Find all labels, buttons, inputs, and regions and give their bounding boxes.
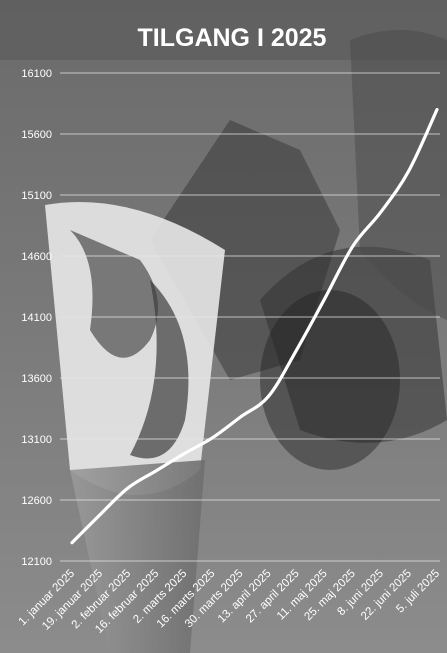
y-tick-label: 12100 (21, 556, 52, 568)
y-axis: 12100 12600 13100 13600 14100 14600 15100 15600… (21, 68, 52, 568)
y-tick-label: 16100 (21, 68, 52, 80)
y-tick-label: 15100 (21, 190, 52, 202)
y-tick-label: 14100 (21, 312, 52, 324)
y-tick-label: 13100 (21, 434, 52, 446)
y-tick-label: 13600 (21, 373, 52, 385)
y-tick-label: 15600 (21, 129, 52, 141)
gridlines (60, 72, 440, 562)
chart-title: TILGANG I 2025 (138, 24, 327, 52)
series-line (70, 108, 439, 545)
y-tick-label: 12600 (21, 495, 52, 507)
y-tick-label: 14600 (21, 251, 52, 263)
